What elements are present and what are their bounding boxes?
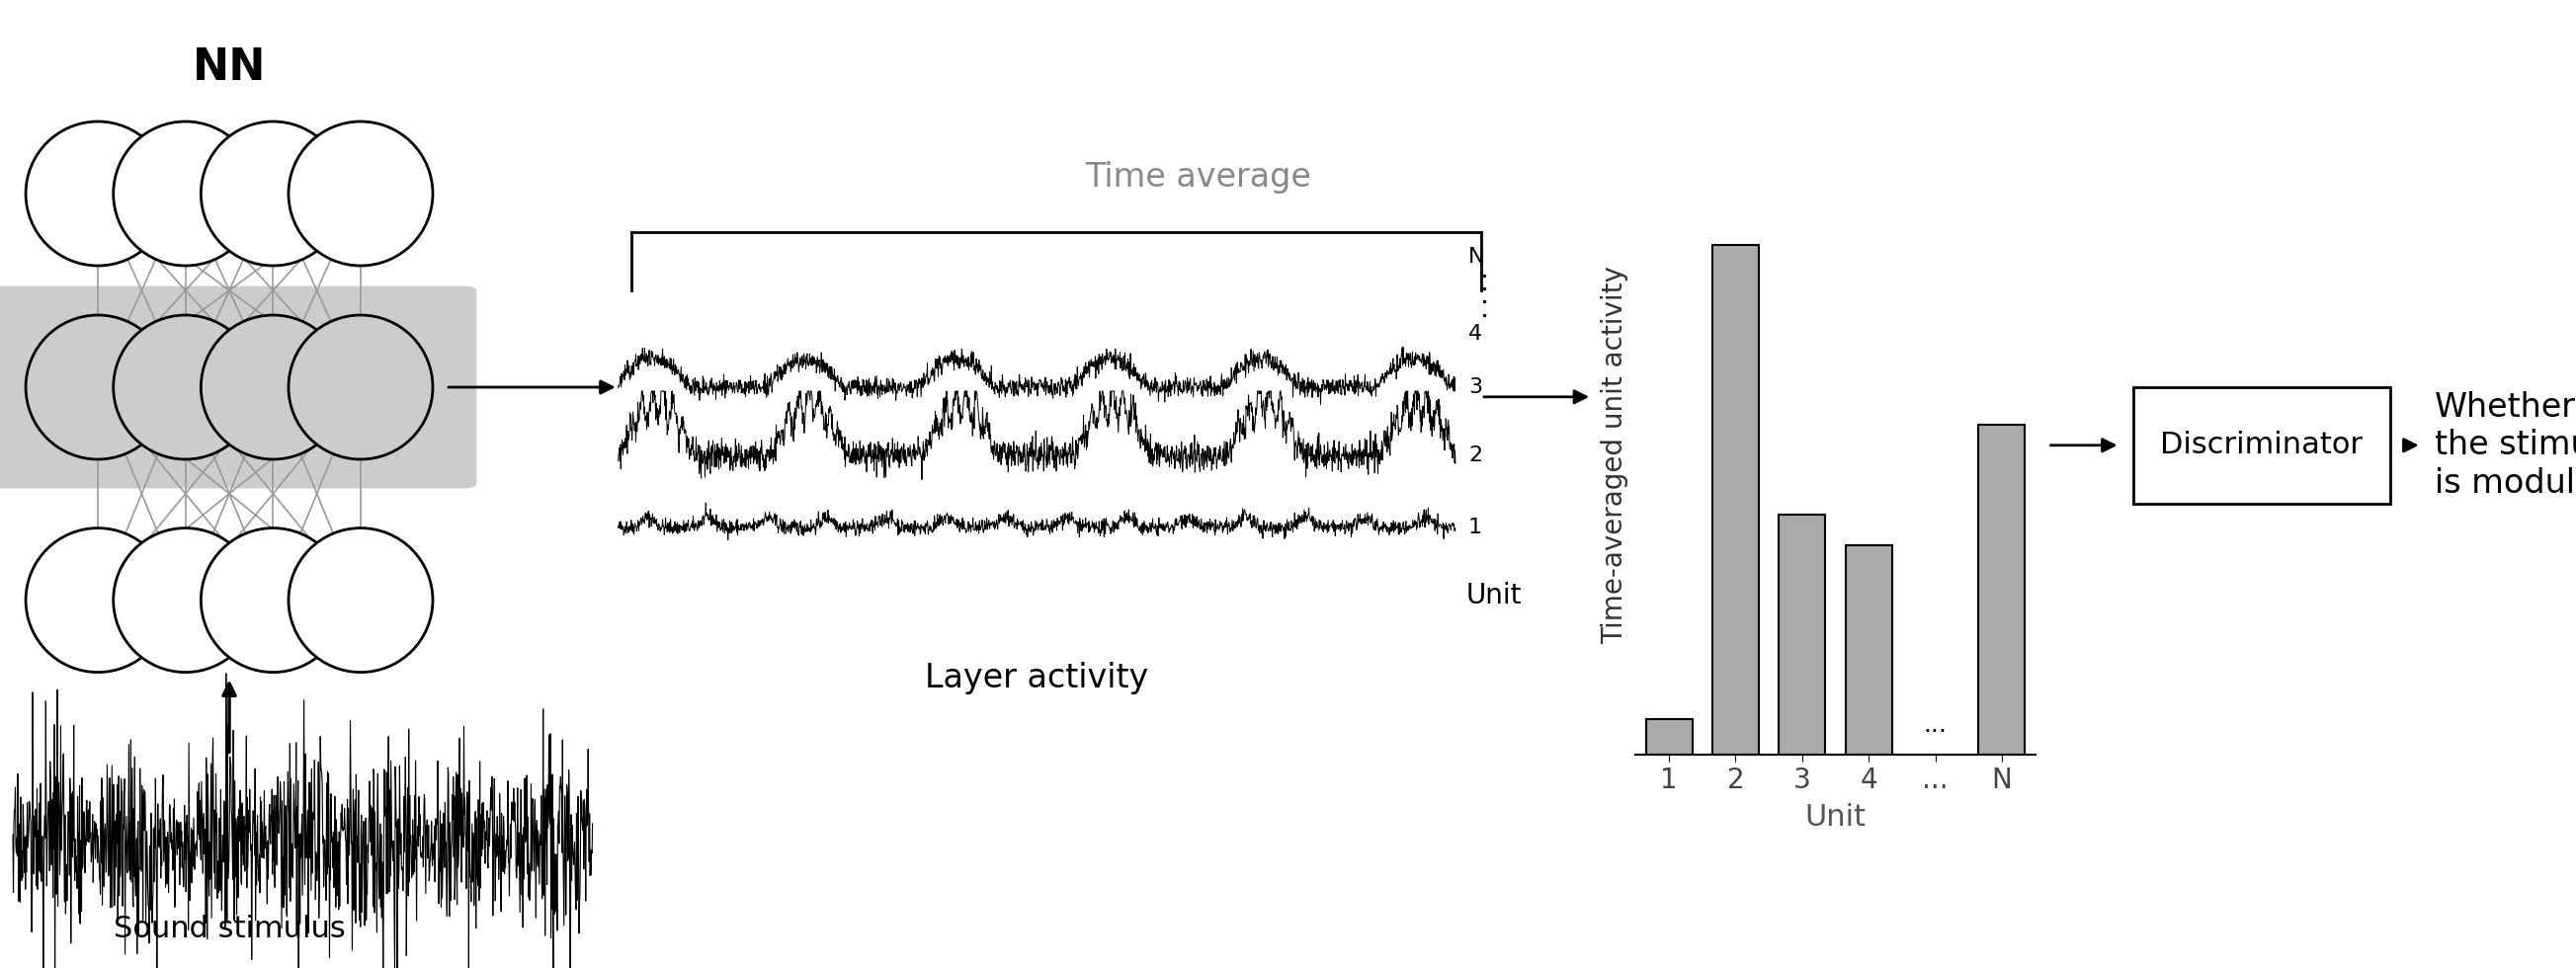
Bar bbox=[1646, 719, 1692, 755]
Text: Layer activity: Layer activity bbox=[925, 661, 1149, 694]
Bar bbox=[1713, 245, 1759, 755]
Ellipse shape bbox=[201, 122, 345, 265]
Bar bbox=[1978, 425, 2025, 755]
Ellipse shape bbox=[201, 316, 345, 459]
Text: Sound stimulus: Sound stimulus bbox=[113, 915, 345, 944]
FancyBboxPatch shape bbox=[2133, 387, 2391, 503]
Y-axis label: Time-averaged unit activity: Time-averaged unit activity bbox=[1602, 266, 1628, 644]
Ellipse shape bbox=[113, 122, 258, 265]
Ellipse shape bbox=[26, 122, 170, 265]
Ellipse shape bbox=[289, 529, 433, 672]
Ellipse shape bbox=[26, 529, 170, 672]
Ellipse shape bbox=[289, 316, 433, 459]
X-axis label: Unit: Unit bbox=[1806, 802, 1865, 832]
Text: NN: NN bbox=[193, 46, 265, 89]
Text: 4: 4 bbox=[1468, 324, 1481, 344]
Ellipse shape bbox=[289, 122, 433, 265]
Text: ...: ... bbox=[1924, 713, 1947, 737]
Ellipse shape bbox=[201, 529, 345, 672]
FancyBboxPatch shape bbox=[0, 287, 477, 488]
Ellipse shape bbox=[113, 529, 258, 672]
Text: Discriminator: Discriminator bbox=[2161, 431, 2362, 460]
Text: 2: 2 bbox=[1468, 445, 1481, 465]
Text: Whether
the stimulus
is modulated: Whether the stimulus is modulated bbox=[2434, 391, 2576, 499]
Bar bbox=[1780, 515, 1826, 755]
Text: Unit: Unit bbox=[1466, 582, 1522, 609]
Text: N: N bbox=[1468, 247, 1484, 266]
Text: Time average: Time average bbox=[1084, 161, 1311, 194]
Text: 1: 1 bbox=[1468, 518, 1481, 537]
Ellipse shape bbox=[26, 316, 170, 459]
Text: 3: 3 bbox=[1468, 378, 1481, 397]
Ellipse shape bbox=[113, 316, 258, 459]
Bar bbox=[1844, 545, 1891, 755]
